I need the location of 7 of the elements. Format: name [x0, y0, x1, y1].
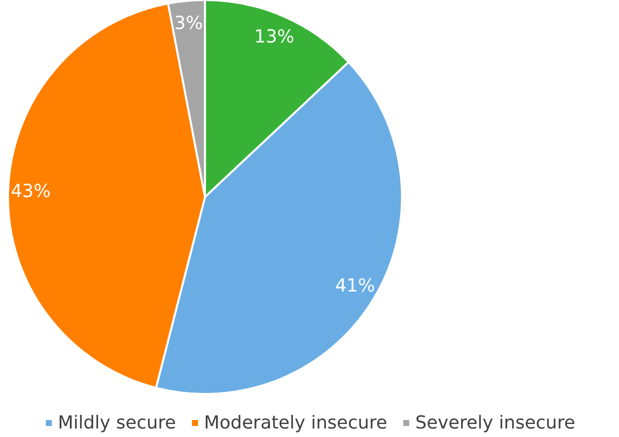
- data-label: 41%: [335, 275, 376, 296]
- data-label: 3%: [174, 12, 203, 34]
- data-label: 43%: [10, 181, 51, 202]
- legend-label: Mildly secure: [58, 412, 176, 434]
- legend-label: Moderately insecure: [204, 412, 388, 434]
- legend-label: Severely insecure: [415, 412, 576, 434]
- data-label: 13%: [254, 26, 294, 48]
